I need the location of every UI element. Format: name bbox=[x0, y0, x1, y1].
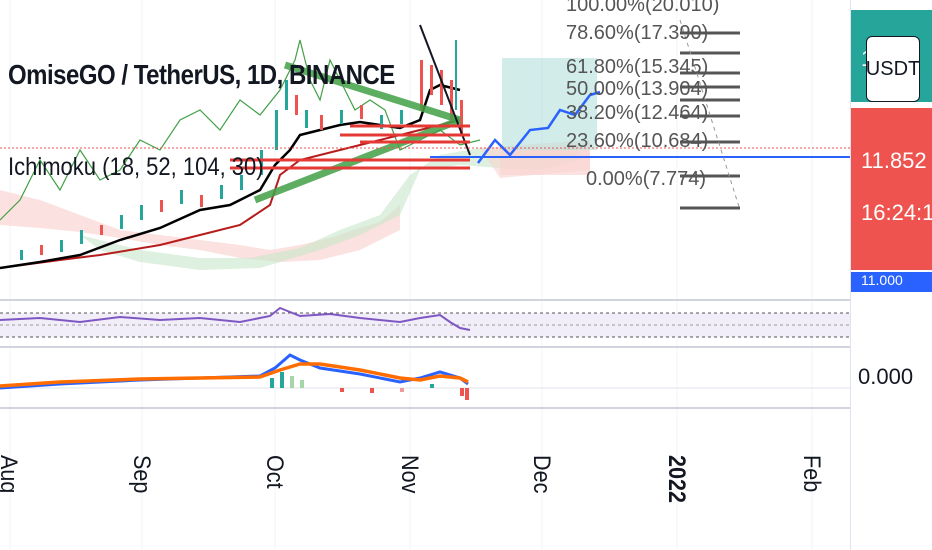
bar-countdown: 16:24:15 bbox=[861, 200, 932, 225]
time-label: Oct bbox=[261, 455, 288, 489]
fib-lines bbox=[680, 31, 740, 210]
lagging-span bbox=[0, 39, 481, 221]
last-price: 11.852 bbox=[861, 148, 927, 173]
projection-path bbox=[476, 90, 601, 164]
signal-line bbox=[0, 362, 469, 388]
fib-level-label: 23.60%(10.684) bbox=[566, 130, 709, 152]
fib-level-label: 100.00%(20.010) bbox=[566, 0, 720, 16]
projection-box bbox=[502, 58, 597, 150]
fib-level-label: 50.00%(13.904) bbox=[566, 78, 709, 100]
time-label-year: 2022 bbox=[663, 455, 690, 504]
currency-button[interactable]: USDT bbox=[866, 36, 920, 102]
macd-value-label: 0.000 bbox=[858, 364, 914, 389]
red-zones bbox=[230, 124, 470, 170]
price-chart-canvas[interactable] bbox=[0, 0, 850, 550]
time-label: Dec bbox=[528, 455, 555, 494]
fib-level-label: 78.60%(17.390) bbox=[566, 22, 709, 44]
ichimoku-indicator-label[interactable]: Ichimoku (18, 52, 104, 30) bbox=[8, 152, 264, 181]
fib-level-label: 61.80%(15.345) bbox=[566, 56, 709, 78]
candles bbox=[20, 40, 463, 260]
time-label: Sep bbox=[128, 455, 155, 494]
tenkan-line bbox=[0, 83, 461, 270]
time-label: Nov bbox=[396, 455, 423, 494]
ichimoku-cloud-red bbox=[0, 190, 400, 262]
time-label: Aug bbox=[0, 455, 22, 494]
kijun-line bbox=[0, 119, 461, 269]
rsi-line bbox=[0, 306, 471, 331]
resistance-line bbox=[419, 24, 471, 156]
trendline-upper bbox=[283, 61, 462, 124]
fib-trendline bbox=[679, 19, 741, 211]
time-label: Feb bbox=[798, 455, 825, 493]
price-tag-last: 11.852 16:24:15 bbox=[851, 108, 932, 270]
price-tag-blue: 11.000 bbox=[851, 272, 932, 292]
red-zone-box bbox=[500, 150, 590, 175]
macd-histogram bbox=[270, 372, 469, 400]
symbol-title[interactable]: OmiseGO / TetherUS, 1D, BINANCE bbox=[8, 60, 395, 92]
fib-level-label: 38.20%(12.464) bbox=[566, 102, 709, 124]
fib-level-label: 0.00%(7.774) bbox=[586, 168, 707, 190]
